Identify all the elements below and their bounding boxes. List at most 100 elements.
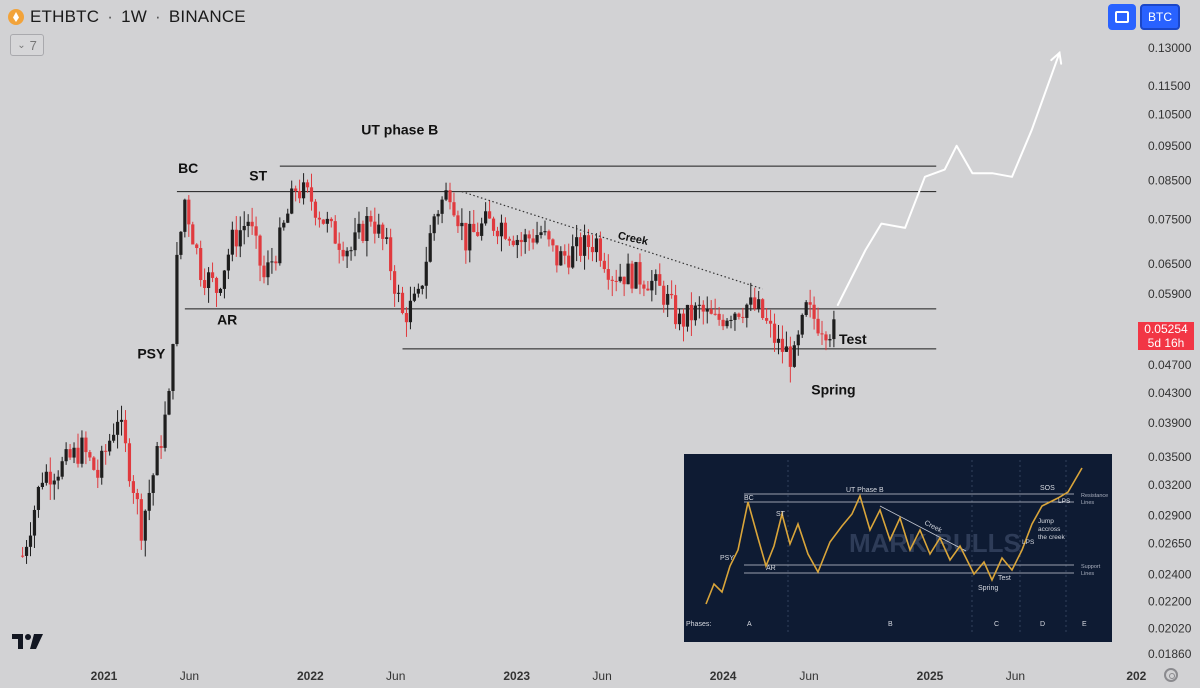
currency-button[interactable]: BTC xyxy=(1140,4,1180,30)
candle-down xyxy=(579,232,583,262)
candle-up xyxy=(155,441,159,476)
candle-body xyxy=(590,246,595,253)
candle-body xyxy=(163,414,167,448)
candle-down xyxy=(321,219,325,225)
candle-body xyxy=(812,304,816,319)
candle-body xyxy=(472,223,476,233)
candle-body xyxy=(602,260,606,270)
candle-body xyxy=(424,261,428,286)
tradingview-logo-icon[interactable] xyxy=(10,630,46,652)
annotation-spring: Spring xyxy=(811,381,855,397)
candle-body xyxy=(765,318,769,321)
candle-up xyxy=(222,270,227,299)
candle-down xyxy=(404,307,409,337)
candle-body xyxy=(543,231,547,233)
candle-body xyxy=(432,216,436,234)
candle-body xyxy=(242,225,246,231)
candle-up xyxy=(535,221,539,245)
candle-body xyxy=(199,248,203,281)
candle-body xyxy=(701,304,705,312)
candle-down xyxy=(753,287,757,311)
annotation-bc: BC xyxy=(178,160,198,176)
candle-body xyxy=(614,280,618,282)
candle-body xyxy=(329,218,333,222)
candle-body xyxy=(567,255,571,268)
candle-down xyxy=(159,435,163,459)
candle-up xyxy=(436,210,440,225)
candle-up xyxy=(230,221,234,262)
candle-body xyxy=(119,419,124,422)
annotation-st: ST xyxy=(249,167,267,183)
fullscreen-button[interactable] xyxy=(1108,4,1136,30)
candle-up xyxy=(749,282,753,312)
price-tick-label: 0.02200 xyxy=(1148,595,1192,609)
inset-label-bc: BC xyxy=(744,495,754,502)
candle-down xyxy=(824,331,828,351)
candle-body xyxy=(646,288,650,291)
candle-down xyxy=(555,245,559,273)
time-tick-label: Jun xyxy=(386,669,405,683)
symbol-header[interactable]: ETHBTC · 1W · BINANCE xyxy=(8,7,246,27)
candle-body xyxy=(772,323,777,343)
wyckoff-annotations: PSY BC ST UT phase B AR Creek Test Spring xyxy=(137,121,867,397)
candle-body xyxy=(266,262,270,278)
candle-body xyxy=(135,492,139,500)
candle-down xyxy=(614,269,618,292)
fullscreen-icon xyxy=(1115,11,1129,23)
candle-body xyxy=(796,334,800,346)
candle-body xyxy=(246,221,250,226)
candle-body xyxy=(361,223,365,242)
candle-body xyxy=(282,222,286,228)
candle-down xyxy=(92,456,96,471)
candle-body xyxy=(396,292,401,294)
candle-body xyxy=(226,254,230,271)
interval-label: 1W xyxy=(121,7,147,26)
candle-body xyxy=(804,302,808,315)
candle-down xyxy=(662,280,666,313)
projection-path xyxy=(836,51,1061,306)
candle-down xyxy=(317,211,322,228)
candle-up xyxy=(559,246,563,266)
candle-down xyxy=(456,210,460,233)
candle-body xyxy=(586,235,591,247)
candle-body xyxy=(250,221,254,227)
candle-down xyxy=(313,199,318,226)
candle-body xyxy=(210,272,215,278)
candle-down xyxy=(195,243,199,255)
candle-down xyxy=(139,493,143,550)
indicators-toggle-button[interactable]: ⌄ 7 xyxy=(10,34,44,56)
candle-down xyxy=(741,307,745,324)
time-tick-label: 2023 xyxy=(503,669,530,683)
candle-body xyxy=(345,250,349,257)
candle-body xyxy=(757,299,761,309)
candle-up xyxy=(325,211,329,233)
annotation-psy: PSY xyxy=(137,346,166,362)
candle-body xyxy=(638,262,642,285)
candle-up xyxy=(100,445,104,485)
candle-up xyxy=(480,217,484,241)
settings-icon[interactable] xyxy=(1164,668,1178,682)
candle-down xyxy=(274,255,278,271)
candle-body xyxy=(258,235,262,266)
candle-body xyxy=(404,313,409,323)
candle-down xyxy=(772,313,777,352)
candle-body xyxy=(88,452,92,458)
candle-body xyxy=(673,295,678,325)
candle-body xyxy=(436,213,440,217)
time-tick-label: Jun xyxy=(1006,669,1025,683)
price-tick-label: 0.04300 xyxy=(1148,386,1192,400)
candle-body xyxy=(112,434,116,441)
candle-up xyxy=(468,210,472,263)
candle-body xyxy=(547,231,551,240)
candle-body xyxy=(191,224,195,245)
candle-down xyxy=(258,234,262,282)
candle-body xyxy=(448,190,452,203)
candle-down xyxy=(606,254,610,290)
candle-up xyxy=(349,246,353,261)
candle-body xyxy=(369,216,373,222)
candle-up xyxy=(24,540,29,564)
candle-down xyxy=(586,229,591,260)
candle-down xyxy=(527,230,531,251)
candle-up xyxy=(832,310,836,348)
